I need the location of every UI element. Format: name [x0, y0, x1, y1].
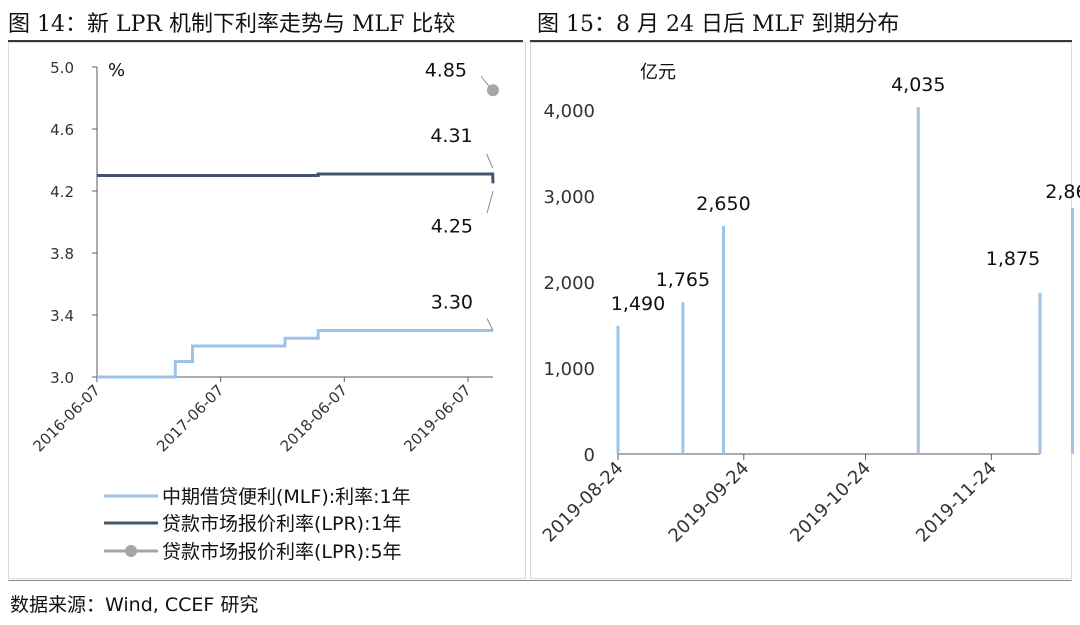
legend-label-left: 贷款市场报价利率(LPR):5年 — [162, 541, 402, 563]
chart-left-panel — [8, 42, 526, 579]
y-tick-label-right: 0 — [584, 445, 595, 466]
x-tick-label-right: 2019-09-24 — [665, 458, 754, 547]
y-tick-label-left: 4.6 — [50, 121, 74, 139]
legend-label-left: 中期借贷便利(MLF):利率:1年 — [162, 486, 411, 508]
x-tick-label-left: 2019-06-07 — [400, 381, 474, 455]
bar — [916, 106, 920, 455]
data-label-leader-left — [486, 191, 494, 214]
bar — [1070, 208, 1074, 454]
bar-value-label: 2,650 — [696, 193, 750, 215]
source-note: 数据来源：Wind, CCEF 研究 — [10, 594, 259, 616]
bar-value-label: 4,035 — [891, 74, 945, 96]
y-tick-label-right: 1,000 — [543, 359, 595, 380]
data-label-left: 4.85 — [425, 59, 467, 81]
y-tick-label-left: 3.0 — [50, 369, 74, 387]
data-label-leader-left — [480, 75, 490, 87]
footer-rule — [8, 580, 1072, 581]
title-underline-left — [8, 40, 523, 42]
bar — [616, 325, 620, 454]
chart-right-title: 图 15：8 月 24 日后 MLF 到期分布 — [537, 12, 900, 37]
data-label-leader-left — [486, 153, 494, 169]
x-tick-label-left: 2018-06-07 — [277, 381, 351, 455]
y-tick-label-left: 3.8 — [50, 245, 74, 263]
chart-left-title: 图 14：新 LPR 机制下利率走势与 MLF 比较 — [8, 12, 456, 37]
title-underline-right — [530, 40, 1072, 42]
x-tick-label-left: 2016-06-07 — [29, 381, 103, 455]
data-label-left: 4.31 — [430, 125, 472, 147]
data-label-leader-left — [486, 318, 494, 331]
x-tick-label-right: 2019-10-24 — [786, 458, 875, 547]
x-tick-label-left: 2017-06-07 — [153, 381, 227, 455]
series-point-lpr-5y — [487, 84, 499, 97]
y-tick-label-left: 5.0 — [50, 59, 74, 77]
data-label-left: 4.25 — [431, 215, 473, 237]
bar-value-label: 1,490 — [611, 293, 665, 315]
legend-label-left: 贷款市场报价利率(LPR):1年 — [162, 513, 402, 535]
y-axis-unit-left: % — [108, 60, 125, 81]
bar — [722, 226, 725, 454]
y-tick-label-right: 4,000 — [543, 101, 595, 122]
y-axis-unit-right: 亿元 — [640, 62, 676, 83]
series-line-mlf-1y — [97, 329, 493, 379]
legend-marker-lpr-5y — [125, 545, 137, 557]
y-tick-label-left: 3.4 — [50, 307, 74, 325]
y-tick-label-left: 4.2 — [50, 183, 74, 201]
y-tick-label-right: 2,000 — [543, 273, 595, 294]
data-label-left: 3.30 — [431, 292, 473, 314]
bar — [681, 302, 685, 454]
x-tick-label-right: 2019-08-24 — [539, 458, 628, 547]
x-tick-label-right: 2019-11-24 — [912, 458, 1001, 547]
bar-value-label: 2,860 — [1045, 181, 1080, 203]
y-tick-label-right: 3,000 — [543, 187, 595, 208]
bar-value-label: 1,875 — [986, 248, 1040, 270]
series-line-lpr-1y — [97, 172, 495, 184]
bar-value-label: 1,765 — [656, 269, 710, 291]
bar — [1038, 292, 1042, 454]
